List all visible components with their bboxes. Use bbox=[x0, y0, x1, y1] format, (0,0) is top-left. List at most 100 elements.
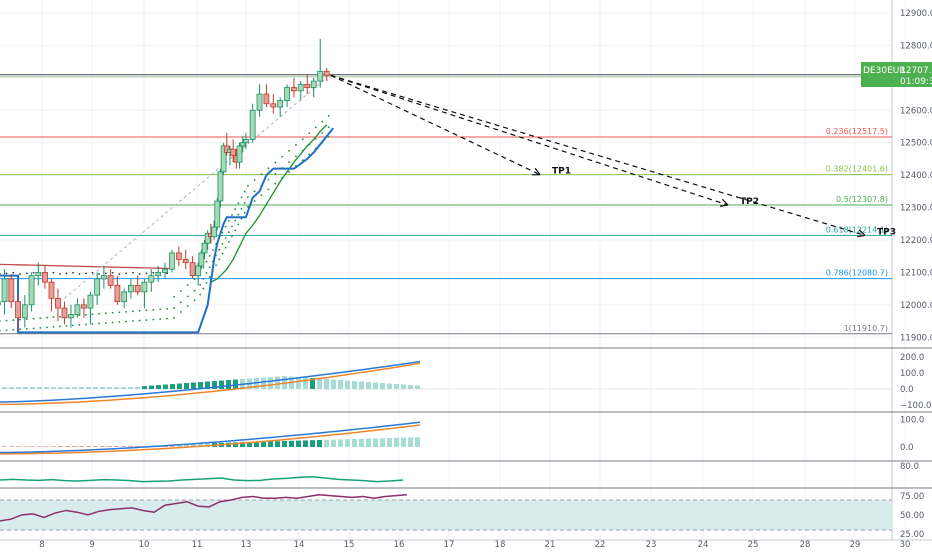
psar-dot bbox=[166, 308, 168, 310]
candle-body bbox=[215, 201, 220, 227]
candle-body bbox=[237, 146, 242, 162]
macd-hist-bar bbox=[65, 387, 70, 389]
hist-bar bbox=[65, 446, 70, 447]
psar-dot bbox=[212, 260, 214, 262]
symbol-price-label: DE30EUR 12707.6 01:09:39 bbox=[861, 62, 932, 87]
psar-dot bbox=[199, 284, 201, 286]
macd-hist-bar bbox=[324, 379, 329, 389]
candle-body bbox=[75, 305, 80, 315]
hist-bar bbox=[324, 440, 329, 447]
hist-bar bbox=[93, 446, 98, 447]
candle-body bbox=[199, 253, 204, 266]
psar-dot bbox=[85, 272, 87, 274]
price-tick-label: 12800.0 bbox=[900, 41, 932, 51]
price-tick-label: 12200.0 bbox=[900, 236, 932, 246]
time-tick-label: 29 bbox=[850, 540, 861, 550]
psar-dot bbox=[315, 148, 317, 150]
indicator-tick-label: 80.0 bbox=[900, 462, 919, 472]
psar-dot bbox=[231, 235, 233, 237]
psar-dot bbox=[261, 185, 263, 187]
macd-hist-bar bbox=[219, 381, 224, 390]
psar-dot bbox=[139, 320, 141, 322]
macd-hist-bar bbox=[30, 387, 35, 389]
macd-hist-bar bbox=[296, 377, 301, 389]
hist-bar bbox=[352, 439, 357, 447]
time-tick-label: 25 bbox=[748, 540, 759, 550]
psar-dot bbox=[288, 150, 290, 152]
hist-bar bbox=[275, 441, 280, 447]
psar-dot bbox=[237, 224, 239, 226]
psar-dot bbox=[268, 188, 270, 190]
candle-body bbox=[108, 276, 113, 286]
psar-dot bbox=[159, 318, 161, 320]
candle-body bbox=[81, 305, 86, 308]
psar-dot bbox=[212, 270, 214, 272]
hist-bar bbox=[268, 441, 273, 447]
psar-dot bbox=[132, 272, 134, 274]
candle-body bbox=[101, 276, 106, 279]
psar-dot bbox=[146, 309, 148, 311]
psar-dot bbox=[234, 229, 236, 231]
psar-dot bbox=[19, 273, 21, 275]
macd-hist-bar bbox=[9, 387, 14, 389]
psar-dot bbox=[234, 208, 236, 210]
hist-bar bbox=[282, 441, 287, 447]
time-tick-label: 17 bbox=[444, 540, 455, 550]
psar-dot bbox=[146, 319, 148, 321]
macd-hist-bar bbox=[317, 379, 322, 390]
macd-hist-bar bbox=[107, 387, 112, 389]
macd-hist-bar bbox=[177, 384, 182, 390]
psar-dot bbox=[281, 167, 283, 169]
hist-bar bbox=[23, 446, 28, 447]
macd-hist-bar bbox=[37, 387, 42, 389]
candle-body bbox=[250, 110, 255, 139]
macd-hist-bar bbox=[142, 386, 147, 389]
psar-dot bbox=[247, 206, 249, 208]
psar-dot bbox=[46, 326, 48, 328]
psar-dot bbox=[6, 272, 8, 274]
candle-body bbox=[240, 143, 245, 146]
psar-dot bbox=[302, 150, 304, 152]
psar-dot bbox=[206, 261, 208, 263]
psar-dot bbox=[66, 325, 68, 327]
countdown-timer: 01:09:39 bbox=[900, 77, 932, 87]
psar-dot bbox=[12, 319, 14, 321]
psar-dot bbox=[159, 308, 161, 310]
macd-hist-bar bbox=[275, 377, 280, 390]
hist-bar bbox=[51, 446, 56, 447]
hist-bar bbox=[373, 438, 378, 447]
psar-dot bbox=[125, 321, 127, 323]
hist-bar bbox=[401, 438, 406, 447]
time-tick-label: 28 bbox=[800, 540, 811, 550]
indicator-tick-label: 75.00 bbox=[900, 492, 924, 502]
hist-bar bbox=[114, 446, 119, 447]
hist-bar bbox=[310, 440, 315, 447]
psar-dot bbox=[92, 313, 94, 315]
macd-hist-bar bbox=[23, 387, 28, 389]
macd-hist-bar bbox=[184, 383, 189, 389]
macd-hist-bar bbox=[156, 385, 161, 389]
candle-body bbox=[169, 253, 174, 269]
psar-dot bbox=[12, 272, 14, 274]
price-tick-label: 12300.0 bbox=[900, 204, 932, 214]
psar-dot bbox=[268, 167, 270, 169]
psar-dot bbox=[105, 312, 107, 314]
candle-body bbox=[68, 315, 73, 318]
psar-dot bbox=[118, 321, 120, 323]
hist-bar bbox=[331, 440, 336, 447]
candle-body bbox=[291, 88, 296, 91]
candle-body bbox=[2, 279, 7, 302]
fib-level-label: 0.236(12517.5) bbox=[826, 127, 888, 136]
psar-dot bbox=[26, 272, 28, 274]
psar-dot bbox=[194, 290, 196, 292]
psar-dot bbox=[112, 312, 114, 314]
psar-dot bbox=[187, 284, 189, 286]
price-tick-label: 12900.0 bbox=[900, 9, 932, 19]
psar-dot bbox=[228, 241, 230, 243]
psar-dot bbox=[187, 296, 189, 298]
psar-dot bbox=[166, 318, 168, 320]
psar-dot bbox=[261, 173, 263, 175]
hist-bar bbox=[303, 440, 308, 447]
